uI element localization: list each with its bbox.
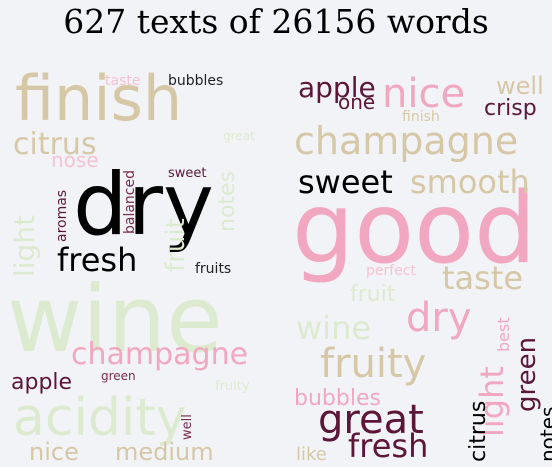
cloud-word: fruity [320,341,427,387]
cloud-word: fresh [57,241,138,279]
cloud-word: green [101,369,136,383]
cloud-word: balanced [122,169,138,234]
cloud-word: green [512,336,542,412]
word-cloud-right: good apple one nice well crisp finish ch… [292,62,552,467]
cloud-word: good [292,172,537,286]
cloud-word: fruit [350,282,396,307]
cloud-word: apple [298,71,376,104]
cloud-word: champagne [71,337,249,372]
page-title: 627 texts of 26156 words [63,2,489,41]
cloud-word: bubbles [168,73,224,89]
cloud-word: well [496,72,544,100]
cloud-word: acidity [13,388,187,448]
cloud-word: well [180,414,195,440]
cloud-word: nice [29,438,79,466]
cloud-word: nice [382,71,466,117]
cloud-word: bubbles [294,386,381,411]
cloud-word: great [223,129,255,143]
cloud-word: great [318,397,424,443]
cloud-word: notes [215,170,240,232]
cloud-word: best [494,317,513,352]
cloud-word: smooth [410,163,530,201]
cloud-word: apple [11,370,73,395]
cloud-word: like [296,444,327,465]
cloud-word: fruity [215,379,250,394]
cloud-word: crisp [484,96,537,121]
cloud-word: perfect [366,263,416,279]
cloud-word: fresh [348,427,429,465]
word-cloud-left: wine acidity finish taste bubbles citrus… [5,62,273,467]
cloud-word: one [338,90,376,114]
cloud-word: champagne [294,119,519,163]
cloud-word: taste [442,259,524,297]
cloud-word: aromas [54,189,70,242]
cloud-word: dry [73,155,214,255]
cloud-word: dry [406,295,472,341]
cloud-word: sweet [298,163,393,201]
cloud-word: finish [402,109,440,125]
cloud-word: wine [7,266,223,373]
cloud-word: medium [115,438,214,466]
cloud-word: notes [536,406,552,462]
cloud-word: citrus [466,400,491,462]
cloud-word: taste [105,73,141,89]
cloud-word: finish [15,62,183,135]
cloud-word: fruits [195,261,232,277]
cloud-word: light [8,214,41,277]
cloud-word: fruit [161,218,191,272]
cloud-word: sweet [168,166,207,181]
cloud-word: citrus [13,127,97,162]
cloud-word: nose [51,148,99,172]
cloud-word: wine [296,309,372,347]
